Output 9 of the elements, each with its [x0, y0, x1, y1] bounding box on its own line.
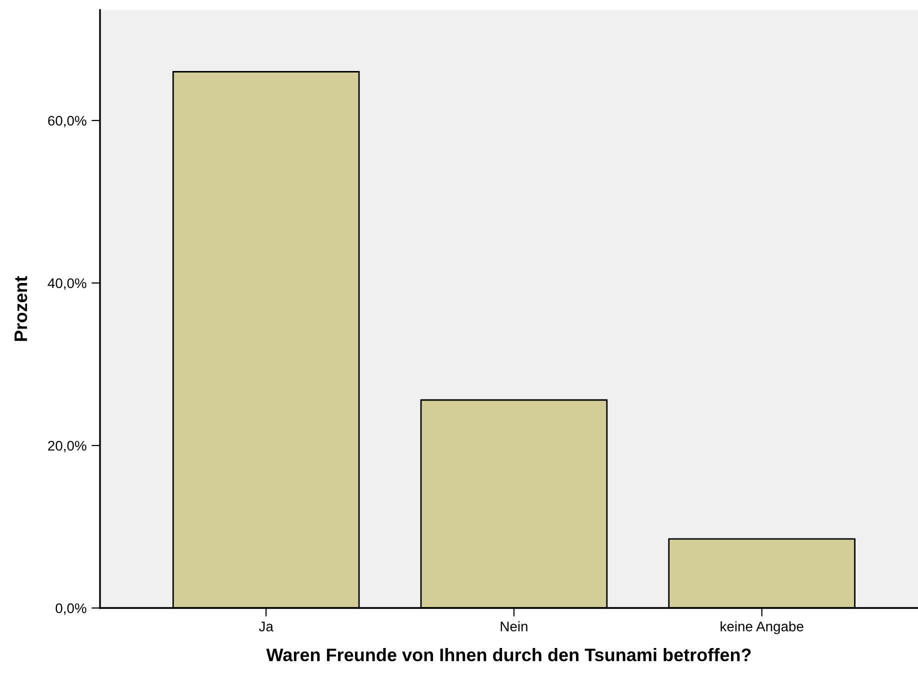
x-tick-label: Ja — [258, 622, 274, 632]
y-axis-title: Prozent — [14, 276, 28, 341]
x-tick-label: keine Angabe — [720, 621, 804, 634]
y-tick-label: 20,0% — [48, 440, 86, 452]
y-tick-label: 60,0% — [48, 116, 86, 128]
x-tick-label: Nein — [500, 621, 528, 632]
x-axis-title: Waren Freunde von Ihnen durch den Tsunami betroffen? — [266, 648, 751, 662]
y-tick-label: 0,0% — [56, 603, 86, 615]
y-tick-label: 40,0% — [48, 278, 86, 290]
